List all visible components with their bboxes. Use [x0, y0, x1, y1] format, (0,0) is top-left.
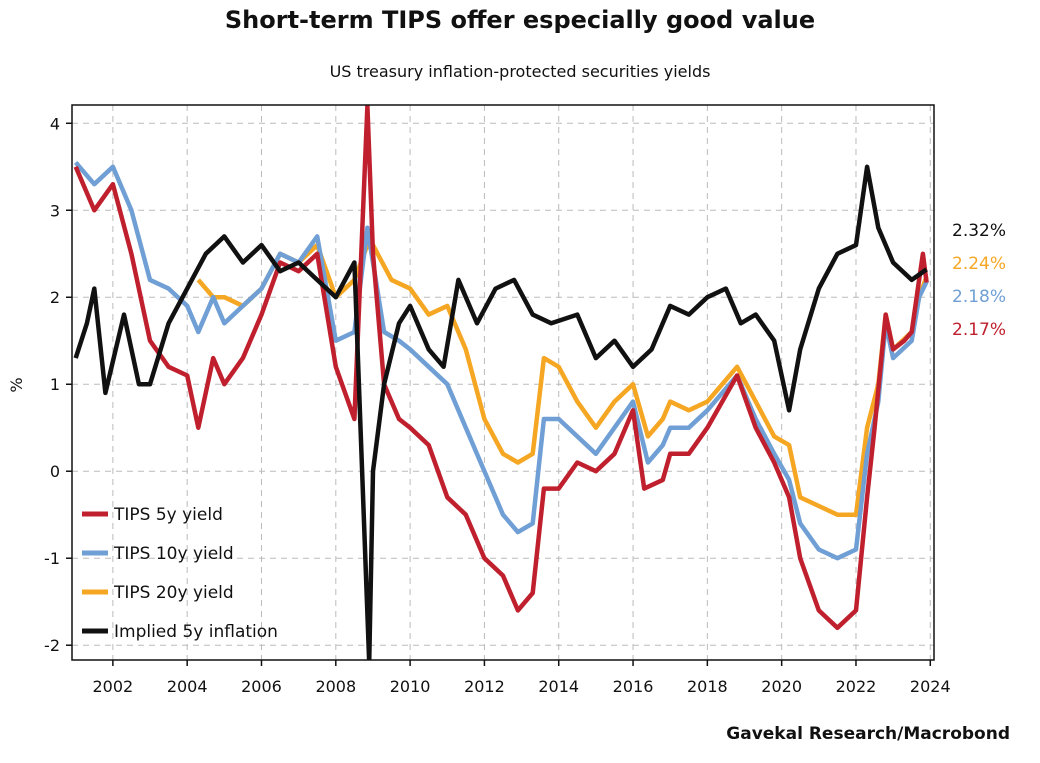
x-tick-label: 2018 — [687, 677, 728, 696]
x-tick-label: 2002 — [93, 677, 134, 696]
y-tick-label: 3 — [50, 201, 60, 220]
x-tick-label: 2012 — [464, 677, 505, 696]
series-lines — [73, 105, 929, 660]
x-tick-label: 2022 — [836, 677, 877, 696]
x-tick-label: 2008 — [315, 677, 356, 696]
legend: TIPS 5y yield TIPS 10y yield TIPS 20y yiel… — [82, 505, 278, 642]
end-value-label: 2.24% — [952, 254, 1006, 274]
chart-title: Short-term TIPS offer especially good va… — [224, 6, 816, 34]
y-tick-label: 2 — [50, 288, 60, 307]
end-value-label: 2.32% — [952, 221, 1006, 241]
x-tick-label: 2016 — [613, 677, 654, 696]
legend-label: Implied 5y inflation — [114, 622, 278, 642]
series-line-tips-20y-yield — [196, 242, 929, 517]
y-axis-label: % — [7, 377, 26, 392]
legend-label: TIPS 20y yield — [113, 583, 234, 603]
end-labels: 2.32% 2.24% 2.18% 2.17% — [952, 221, 1006, 340]
legend-label: TIPS 10y yield — [113, 544, 234, 564]
y-tick-label: -2 — [44, 636, 60, 655]
x-tick-label: 2006 — [241, 677, 282, 696]
y-tick-label: -1 — [44, 549, 60, 568]
y-tick-label: 4 — [50, 114, 60, 133]
source-credit: Gavekal Research/Macrobond — [726, 724, 1010, 744]
x-tick-label: 2004 — [167, 677, 208, 696]
x-tick-label: 2014 — [538, 677, 579, 696]
end-value-label: 2.17% — [952, 320, 1006, 340]
end-value-label: 2.18% — [952, 287, 1006, 307]
plot-frame — [71, 104, 935, 661]
x-tick-label: 2024 — [910, 677, 951, 696]
y-tick-label: 1 — [50, 375, 60, 394]
axis-ticks: -2 -1 0 1 2 3 4 2002 2004 2006 2008 2010 2012 2014 201… — [44, 114, 951, 696]
x-tick-label: 2020 — [761, 677, 802, 696]
series-line-tips-10y-yield — [73, 160, 929, 561]
x-tick-label: 2010 — [390, 677, 431, 696]
y-tick-label: 0 — [50, 462, 60, 481]
legend-label: TIPS 5y yield — [113, 505, 223, 525]
series-line-tips-5y-yield — [73, 105, 929, 631]
chart-subtitle: US treasury inflation-protected securiti… — [329, 62, 711, 81]
series-line-implied-5y-inflation — [73, 164, 928, 660]
